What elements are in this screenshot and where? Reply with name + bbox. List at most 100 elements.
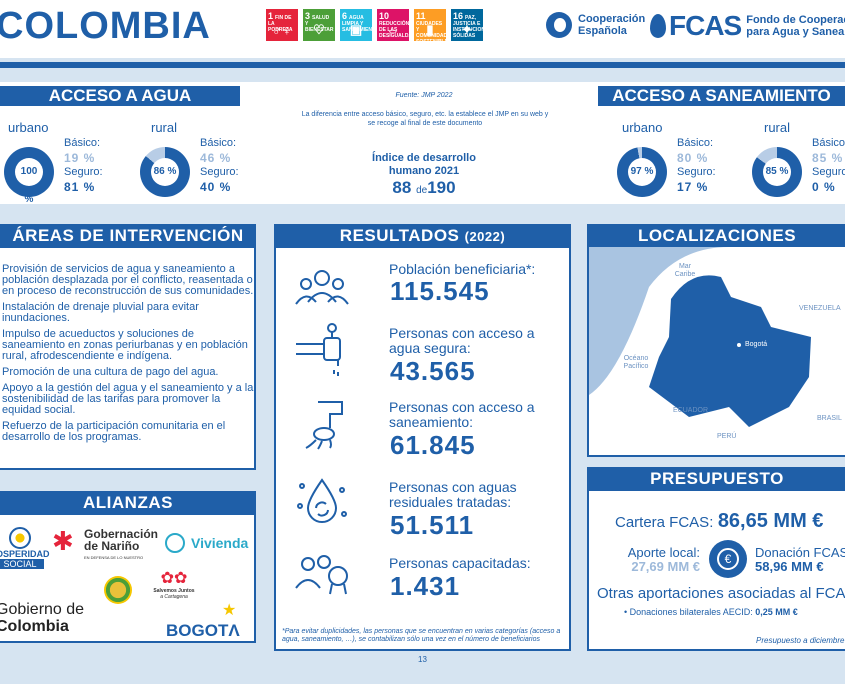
jmp-note: La diferencia entre acceso básico, segur… [301, 111, 549, 127]
aporte-local: Aporte local: 27,69 MM € [627, 545, 700, 574]
map-label-oceano: Océano Pacífico [623, 355, 649, 370]
water-rural-basic-key: Básico: [200, 137, 237, 149]
sanitation-access-title: ACCESO A SANEAMIENTO [598, 86, 845, 106]
water-urban-safe-value: 81 % [64, 180, 96, 194]
water-rural-label: rural [151, 120, 178, 135]
result-value: 115.545 [390, 276, 490, 306]
san-urban-basic-key: Básico: [677, 137, 714, 149]
water-rural-basic-value: 46 % [200, 151, 232, 165]
san-rural-basic-value: 85 % [812, 151, 844, 165]
drain-pipe-icon [305, 401, 343, 450]
water-urban-label: urbano [8, 120, 49, 135]
bogota-star-icon: ★ [222, 602, 237, 619]
water-urban-pct: 100 % [15, 158, 43, 205]
water-rural-donut: 86 % [140, 147, 190, 197]
alliances-title: ALIANZAS [0, 491, 256, 515]
map-label-brasil: BRASIL [817, 415, 842, 422]
water-urban-donut: 100 % [4, 147, 54, 205]
cartera-line: Cartera FCAS: 86,65 MM € [615, 510, 824, 532]
water-tap-icon [296, 323, 341, 376]
sdg-1-icon: 1 FIN DE LA POBREZA ♂♀ [266, 9, 298, 41]
san-urban-pct: 97 % [628, 158, 656, 186]
page-number: 13 [418, 655, 427, 664]
san-rural-safe-key: Seguro: [812, 166, 845, 178]
area-item: Apoyo a la gestión del agua y el saneami… [2, 382, 254, 416]
source-note: Fuente: JMP 2022 [395, 92, 453, 99]
trained-people-badge-icon [295, 555, 348, 595]
result-value: 1.431 [390, 571, 461, 601]
idh-label: Índice de desarrollo humano 2021 [372, 152, 476, 177]
san-rural-pct: 85 % [763, 158, 791, 186]
result-value: 61.845 [390, 430, 476, 460]
san-rural-donut: 85 % [752, 147, 802, 197]
water-urban-safe-key: Seguro: [64, 166, 103, 178]
otras-aportaciones: Otras aportaciones asociadas al FCAS [597, 585, 845, 602]
euro-coin-icon: € [709, 540, 747, 578]
colombia-emblem-icon [165, 533, 185, 553]
people-group-icon: ✿✿ [160, 570, 188, 587]
map-label-ecuador: ECUADOR [673, 407, 709, 414]
san-rural-label: rural [764, 120, 791, 135]
map-label-peru: PERÚ [717, 433, 737, 440]
water-rural-safe-key: Seguro: [200, 166, 239, 178]
water-drop-icon [650, 14, 666, 38]
coop-line-2: Española [578, 25, 627, 37]
star-figure-icon: ✱ [52, 526, 74, 556]
area-item: Instalación de drenaje pluvial para evit… [0, 302, 255, 324]
san-urban-safe-value: 17 % [677, 180, 709, 194]
header: COLOMBIA 1 FIN DE LA POBREZA ♂♀ 3 SALUD Y B… [0, 0, 845, 58]
budget-title: PRESUPUESTO [589, 467, 845, 491]
recycled-water-drop-icon [297, 478, 347, 523]
result-value: 51.511 [390, 510, 475, 540]
areas-list: Provisión de servicios de agua y saneami… [0, 264, 255, 448]
location-map: Mar Caribe VENEZUELA Océano Pacífico Bog… [589, 247, 845, 455]
san-urban-basic-value: 80 % [677, 151, 709, 165]
result-label: Personas con acceso a agua segura: [389, 325, 535, 356]
water-urban-basic-key: Básico: [64, 137, 101, 149]
water-urban-basic-value: 19 % [64, 151, 96, 165]
country-title: COLOMBIA [0, 5, 211, 47]
areas-title: ÁREAS DE INTERVENCIÓN [0, 224, 256, 248]
area-item: Impulso de acueductos y soluciones de sa… [0, 329, 255, 362]
sdg-icons: 1 FIN DE LA POBREZA ♂♀ 3 SALUD Y BIENESTAR ♡… [266, 9, 483, 41]
results-card [274, 224, 571, 651]
result-label: Población beneficiaria*: [389, 261, 536, 277]
area-item: Refuerzo de la participación comunitaria… [0, 421, 255, 443]
donacion-fcas: Donación FCAS: 58,96 MM € [755, 545, 845, 574]
sdg-11-icon: 11CIUDADES Y COMUNIDADES SOSTENIBLES▮ [414, 9, 446, 41]
area-item: Promoción de una cultura de pago del agu… [0, 367, 255, 378]
map-label-bogota: Bogotá [745, 341, 768, 348]
results-title: RESULTADOS (2022) [276, 224, 569, 248]
water-access-title: ACCESO A AGUA [0, 86, 240, 106]
san-urban-safe-key: Seguro: [677, 166, 716, 178]
salvemos-juntos-logo: ✿✿ Salvemos Juntos a Cartagena [144, 570, 204, 600]
result-label: Personas capacitadas: [389, 555, 531, 571]
gobierno-colombia-logo: Gobierno de Colombia [0, 601, 85, 635]
vivienda-logo: Vivienda [165, 533, 248, 553]
bogota-marker-icon [737, 343, 741, 347]
cooperacion-emblem-icon [546, 12, 572, 38]
san-urban-label: urbano [622, 120, 663, 135]
fcas-wordmark: FCAS [669, 10, 742, 41]
people-group-icon [295, 270, 349, 305]
fcas-sub-line-1: Fondo de Cooperación [746, 14, 845, 26]
result-label: Personas con aguas residuales tratadas: [389, 479, 517, 510]
san-rural-basic-key: Básico: [812, 137, 845, 149]
results-footnote: *Para evitar duplicidades, las personas … [282, 628, 561, 643]
donaciones-bilaterales: • Donaciones bilaterales AECID: 0,25 MM … [624, 607, 798, 617]
colombia-shield-icon [9, 527, 31, 549]
fcas-sub-line-2: para Agua y Saneam [746, 26, 845, 38]
water-rural-pct: 86 % [151, 158, 179, 186]
sdg-3-icon: 3 SALUD Y BIENESTAR ♡ [303, 9, 335, 41]
san-rural-safe-value: 0 % [812, 180, 836, 194]
header-divider [0, 62, 845, 68]
fcas-logo: FCAS Fondo de Cooperación para Agua y Sa… [650, 10, 845, 42]
prosperidad-social-logo: OSPERIDAD SOCIAL [0, 527, 50, 569]
bogota-logo: BOGOTΛ [166, 621, 240, 640]
idh-rank: 88 [392, 178, 412, 197]
result-label: Personas con acceso a saneamiento: [389, 399, 535, 430]
idh-value: 88 de190 [392, 178, 456, 197]
area-item: Provisión de servicios de agua y saneami… [2, 263, 254, 297]
